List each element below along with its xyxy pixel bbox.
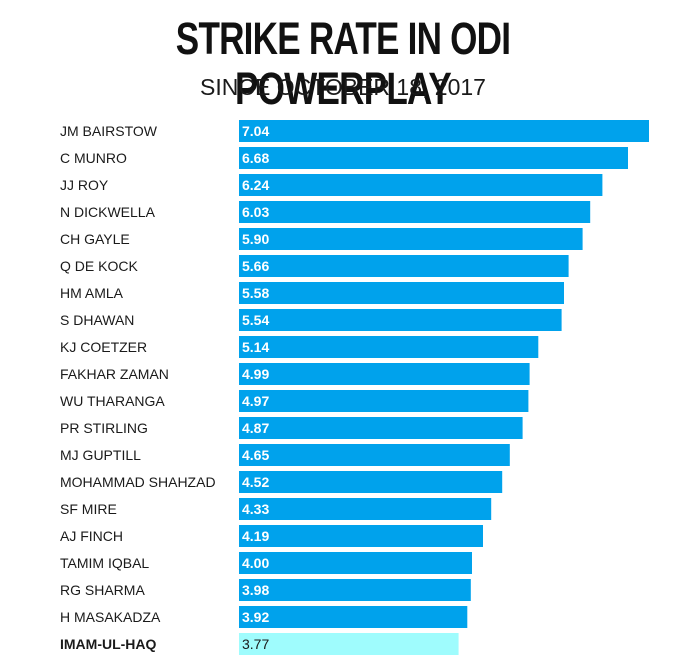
bar-hm-amla: [239, 282, 564, 304]
data-label: 3.98: [242, 582, 269, 598]
data-label: 3.77: [242, 636, 269, 652]
category-label: C MUNRO: [60, 150, 127, 166]
data-label: 6.24: [242, 177, 269, 193]
bar-h-masakadza: [239, 606, 468, 628]
bar-tamim-iqbal: [239, 552, 472, 574]
category-label: MJ GUPTILL: [60, 447, 141, 463]
chart-title: STRIKE RATE IN ODI POWERPLAY: [175, 13, 511, 114]
data-label: 4.19: [242, 528, 269, 544]
data-label: 4.87: [242, 420, 269, 436]
bar-sf-mire: [239, 498, 492, 520]
bar-n-dickwella: [239, 201, 591, 223]
category-label: CH GAYLE: [60, 231, 130, 247]
data-label: 4.97: [242, 393, 269, 409]
category-label: JM BAIRSTOW: [60, 123, 158, 139]
bar-c-munro: [239, 147, 628, 169]
category-label: PR STIRLING: [60, 420, 148, 436]
data-label: 5.58: [242, 285, 269, 301]
bar-wu-tharanga: [239, 390, 529, 412]
bar-s-dhawan: [239, 309, 562, 331]
category-label: FAKHAR ZAMAN: [60, 366, 169, 382]
category-label: RG SHARMA: [60, 582, 145, 598]
category-label: N DICKWELLA: [60, 204, 156, 220]
category-label: AJ FINCH: [60, 528, 123, 544]
category-label: KJ COETZER: [60, 339, 147, 355]
data-label: 6.68: [242, 150, 269, 166]
data-label: 7.04: [242, 123, 269, 139]
data-label: 3.92: [242, 609, 269, 625]
data-label: 4.52: [242, 474, 269, 490]
bar-jj-roy: [239, 174, 603, 196]
data-label: 5.54: [242, 312, 269, 328]
chart-subtitle: SINCE OCTOBER 18, 2017: [200, 74, 486, 100]
bar-imam-ul-haq: [239, 633, 459, 655]
category-label: SF MIRE: [60, 501, 117, 517]
bar-mj-guptill: [239, 444, 510, 466]
bar-fakhar-zaman: [239, 363, 530, 385]
data-label: 4.33: [242, 501, 269, 517]
category-label: H MASAKADZA: [60, 609, 161, 625]
data-label: 5.90: [242, 231, 269, 247]
data-label: 4.65: [242, 447, 269, 463]
bar-q-de-kock: [239, 255, 569, 277]
category-label: S DHAWAN: [60, 312, 134, 328]
data-label: 4.00: [242, 555, 269, 571]
data-label: 4.99: [242, 366, 269, 382]
category-label: WU THARANGA: [60, 393, 165, 409]
bar-ch-gayle: [239, 228, 583, 250]
category-label: TAMIM IQBAL: [60, 555, 149, 571]
category-label: IMAM-UL-HAQ: [60, 636, 157, 652]
bar-kj-coetzer: [239, 336, 539, 358]
category-label: JJ ROY: [60, 177, 109, 193]
data-label: 5.66: [242, 258, 269, 274]
bar-rg-sharma: [239, 579, 471, 601]
bar-jm-bairstow: [239, 120, 649, 142]
category-label: HM AMLA: [60, 285, 124, 301]
category-label: MOHAMMAD SHAHZAD: [60, 474, 216, 490]
data-label: 5.14: [242, 339, 269, 355]
data-label: 6.03: [242, 204, 269, 220]
category-label: Q DE KOCK: [60, 258, 138, 274]
bar-pr-stirling: [239, 417, 523, 439]
bar-aj-finch: [239, 525, 483, 547]
bar-mohammad-shahzad: [239, 471, 503, 493]
